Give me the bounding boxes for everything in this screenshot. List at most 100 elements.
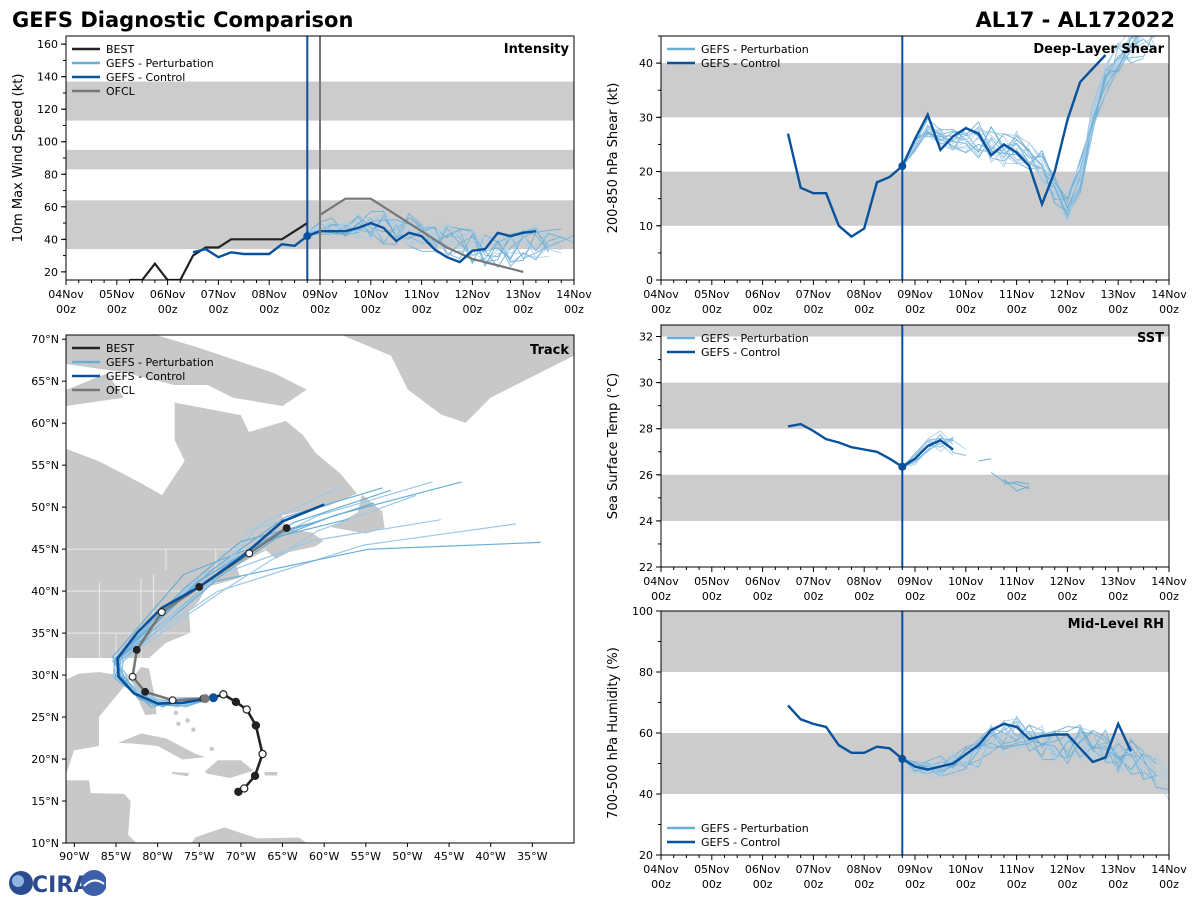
x-tick-date: 08Nov: [846, 575, 882, 588]
lat-tick-label: 25°N: [31, 711, 59, 724]
x-tick-hour: 00z: [209, 303, 229, 316]
x-tick-date: 12Nov: [455, 288, 491, 301]
x-tick-date: 07Nov: [796, 575, 832, 588]
x-tick-hour: 00z: [905, 878, 925, 891]
lat-tick-label: 60°N: [31, 417, 59, 430]
ofcl-track-point: [282, 524, 291, 533]
series-ofcl: [319, 197, 524, 273]
perturbation-fragment: [1003, 481, 1030, 485]
land-baffin-island: [66, 335, 309, 407]
lon-tick-label: 60°W: [309, 850, 339, 863]
lat-tick-label: 70°N: [31, 333, 59, 346]
x-tick-date: 05Nov: [694, 575, 730, 588]
y-tick-label: 60: [639, 727, 653, 740]
land-cuba: [116, 732, 207, 761]
x-tick-hour: 00z: [158, 303, 178, 316]
y-tick-label: 60: [44, 201, 58, 214]
y-tick-label: 40: [44, 233, 58, 246]
x-tick-date: 04Nov: [643, 575, 679, 588]
panel-title: Track: [530, 343, 569, 358]
x-tick-hour: 00z: [651, 303, 671, 316]
y-tick-label: 100: [37, 136, 58, 149]
y-tick-label: 30: [639, 377, 653, 390]
shaded-band: [661, 474, 1169, 521]
y-tick-label: 0: [646, 274, 653, 287]
lat-tick-label: 50°N: [31, 501, 59, 514]
x-tick-date: 11Nov: [404, 288, 440, 301]
y-tick-label: 20: [639, 166, 653, 179]
ofcl-start-marker: [200, 694, 210, 704]
legend-label-pert: GEFS - Perturbation: [106, 356, 214, 369]
y-tick-label: 40: [639, 57, 653, 70]
y-tick-label: 28: [639, 423, 653, 436]
y-tick-label: 100: [632, 605, 653, 618]
x-tick-date: 14Nov: [1151, 288, 1187, 301]
legend-label-pert: GEFS - Perturbation: [701, 822, 809, 835]
panel-rh: 20 40 60 80 100 04Nov 00z 05Nov 00z 06Nov 00z 07Nov…: [606, 605, 1187, 891]
x-tick-hour: 00z: [804, 590, 824, 603]
control-start-marker: [208, 693, 218, 703]
perturbation-line: [307, 221, 549, 259]
lon-tick-label: 65°W: [267, 850, 297, 863]
map-frame: [65, 334, 575, 844]
panel-track: 90°W 85°W 80°W 75°W 70°W 65°W 60°W 55°W 50°W 45°W…: [31, 333, 575, 863]
panel-shear: 0 10 20 30 40 04Nov 00z 05Nov 00z 06Nov 00z 07Nov 00…: [606, 35, 1187, 316]
best-track-point: [258, 749, 267, 759]
x-tick-date: 06Nov: [745, 575, 781, 588]
x-tick-hour: 00z: [1108, 878, 1128, 891]
series-ctrl: [787, 422, 954, 469]
x-tick-hour: 00z: [905, 303, 925, 316]
y-tick-label: 32: [639, 331, 653, 344]
ofcl-track-point: [141, 687, 150, 696]
y-tick-label: 30: [639, 111, 653, 124]
perturbation-fragment: [978, 458, 992, 462]
land-central-south-america: [66, 779, 392, 843]
legend-label-ctrl: GEFS - Control: [701, 836, 780, 849]
x-tick-date: 06Nov: [745, 863, 781, 876]
x-tick-hour: 00z: [651, 878, 671, 891]
panel-title: Intensity: [504, 42, 570, 57]
x-tick-date: 11Nov: [999, 863, 1035, 876]
lon-tick-label: 55°W: [351, 850, 381, 863]
land-bahamas-island: [173, 710, 179, 716]
ofcl-track-point: [195, 582, 204, 591]
lon-tick-label: 40°W: [476, 850, 506, 863]
series-ctrl: [787, 704, 1132, 771]
y-tick-label: 26: [639, 469, 653, 482]
x-tick-date: 09Nov: [897, 863, 933, 876]
x-tick-hour: 00z: [854, 590, 874, 603]
x-tick-date: 06Nov: [745, 288, 781, 301]
legend-label-pert: GEFS - Perturbation: [701, 332, 809, 345]
x-tick-hour: 00z: [753, 590, 773, 603]
ofcl-track-point: [157, 608, 166, 617]
x-tick-date: 14Nov: [1151, 863, 1187, 876]
x-tick-hour: 00z: [412, 303, 432, 316]
perturbation-line: [901, 36, 1138, 216]
lat-tick-label: 10°N: [31, 837, 59, 850]
y-tick-label: 160: [37, 38, 58, 51]
x-tick-date: 14Nov: [556, 288, 592, 301]
lat-tick-label: 35°N: [31, 627, 59, 640]
x-tick-hour: 00z: [702, 590, 722, 603]
x-tick-date: 04Nov: [643, 863, 679, 876]
lat-tick-label: 40°N: [31, 585, 59, 598]
x-tick-hour: 00z: [1058, 590, 1078, 603]
x-tick-hour: 00z: [651, 590, 671, 603]
x-tick-hour: 00z: [513, 303, 533, 316]
perturbation-line: [902, 725, 1169, 789]
x-tick-date: 07Nov: [201, 288, 237, 301]
x-tick-date: 14Nov: [1151, 575, 1187, 588]
y-tick-label: 20: [639, 849, 653, 862]
perturbation-track: [113, 502, 375, 707]
x-tick-hour: 00z: [1108, 303, 1128, 316]
legend-label-ctrl: GEFS - Control: [701, 346, 780, 359]
globe-highlight-icon: [12, 875, 24, 887]
lat-tick-label: 30°N: [31, 669, 59, 682]
lat-tick-label: 65°N: [31, 375, 59, 388]
best-track-point: [219, 690, 228, 699]
x-tick-date: 05Nov: [694, 288, 730, 301]
satellite-seal-icon: [81, 870, 106, 896]
legend-label-best: BEST: [106, 43, 134, 56]
land-bahamas-island: [209, 746, 214, 752]
